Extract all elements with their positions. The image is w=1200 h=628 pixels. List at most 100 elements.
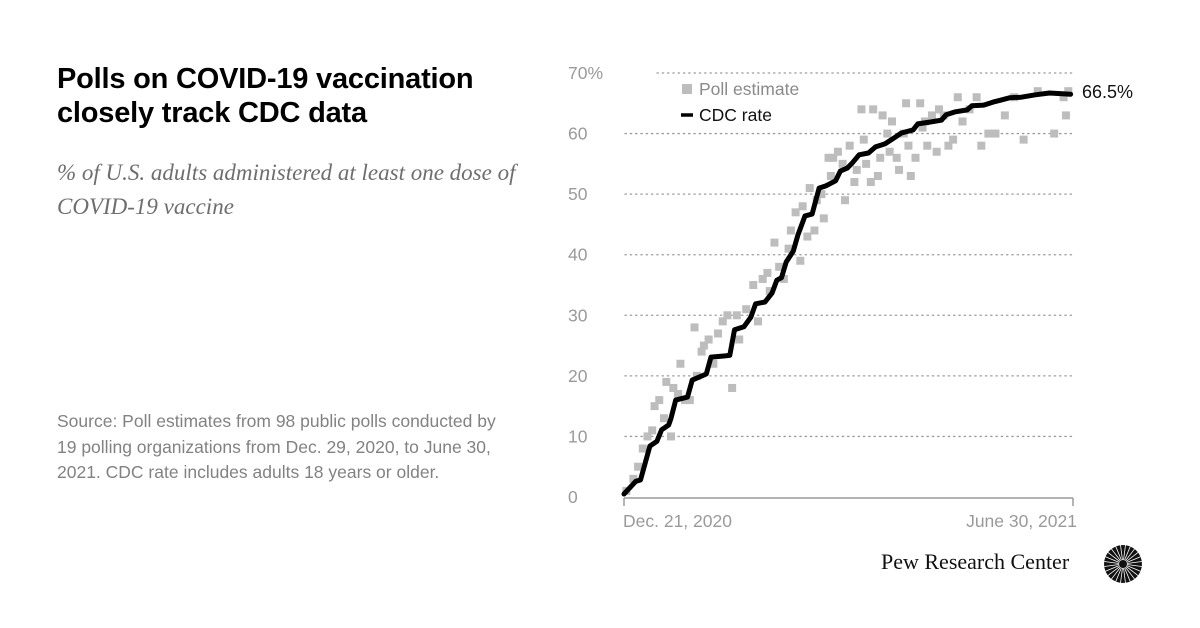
poll-point — [953, 93, 962, 102]
legend-label-cdc: CDC rate — [699, 105, 772, 125]
y-tick-label: 40 — [568, 245, 588, 265]
poll-point — [723, 311, 732, 320]
logo-ray — [1124, 566, 1135, 582]
poll-point — [916, 99, 925, 108]
poll-point — [876, 153, 885, 162]
poll-point — [902, 99, 911, 108]
poll-point — [887, 117, 896, 126]
logo-ray — [1111, 546, 1122, 562]
logo-ray — [1126, 561, 1142, 567]
poll-point — [714, 329, 723, 338]
poll-point — [753, 317, 762, 326]
y-tick-label: 30 — [568, 305, 588, 325]
poll-point — [833, 147, 842, 156]
poll-point — [857, 105, 866, 114]
logo-ray — [1125, 549, 1138, 562]
poll-point — [634, 462, 643, 471]
poll-point — [643, 432, 652, 441]
logo-center — [1119, 560, 1127, 568]
poll-point — [895, 165, 904, 174]
x-tick-label: Dec. 21, 2020 — [623, 511, 732, 531]
poll-point — [803, 232, 812, 241]
legend-label-poll: Poll estimate — [699, 79, 799, 99]
y-tick-label: 10 — [568, 426, 588, 446]
poll-point — [869, 105, 878, 114]
legend-square-icon — [682, 84, 692, 94]
y-tick-label: 0 — [568, 487, 578, 507]
poll-point — [817, 190, 826, 199]
poll-point — [662, 377, 671, 386]
poll-point — [709, 359, 718, 368]
logo-ray — [1123, 566, 1130, 583]
poll-point — [770, 238, 779, 247]
cdc-rate-line — [621, 90, 1074, 497]
x-axis: Dec. 21, 2020 June 30, 2021 — [623, 497, 1077, 531]
poll-point — [728, 383, 737, 392]
poll-point — [1000, 111, 1009, 120]
poll-point — [840, 196, 849, 205]
poll-estimate-series — [622, 87, 1073, 495]
poll-point — [826, 171, 835, 180]
poll-point — [676, 359, 685, 368]
logo-ray — [1108, 549, 1121, 562]
y-axis-ticks: 0 10 20 30 40 50 60 70% — [568, 63, 603, 507]
poll-point — [667, 432, 676, 441]
poll-point — [699, 341, 708, 350]
poll-point — [862, 159, 871, 168]
poll-point — [819, 214, 828, 223]
y-tick-label: 60 — [568, 124, 588, 144]
poll-point — [878, 111, 887, 120]
logo-ray — [1125, 564, 1142, 571]
poll-point — [873, 171, 882, 180]
poll-point — [629, 474, 638, 483]
poll-point — [935, 105, 944, 114]
poll-point — [1064, 87, 1073, 96]
poll-point — [732, 311, 741, 320]
logo-ray — [1105, 552, 1121, 563]
logo-ray — [1125, 557, 1142, 564]
logo-ray — [1125, 566, 1138, 579]
poll-point — [784, 244, 793, 253]
poll-point — [779, 274, 788, 283]
poll-point — [674, 390, 683, 399]
poll-point — [918, 123, 927, 132]
poll-point — [669, 383, 678, 392]
source-note: Source: Poll estimates from 98 public po… — [57, 411, 496, 482]
logo-ray — [1104, 557, 1121, 564]
poll-point — [850, 178, 859, 187]
poll-point — [648, 426, 657, 435]
cdc-rate-series — [621, 90, 1074, 497]
poll-point — [650, 402, 659, 411]
y-tick-label: 50 — [568, 184, 588, 204]
poll-point — [1061, 111, 1070, 120]
poll-point — [944, 141, 953, 150]
poll-point — [911, 153, 920, 162]
poll-point — [763, 268, 772, 277]
poll-point — [972, 93, 981, 102]
annotations: 66.5% — [1082, 82, 1133, 102]
poll-point — [1019, 135, 1028, 144]
poll-point — [838, 159, 847, 168]
poll-point — [742, 305, 751, 314]
poll-point — [749, 281, 758, 289]
poll-point — [845, 141, 854, 150]
x-tick-label: June 30, 2021 — [966, 511, 1077, 531]
end-value-label: 66.5% — [1082, 82, 1133, 102]
logo-ray — [1105, 565, 1121, 576]
poll-point — [927, 111, 936, 120]
poll-point — [958, 117, 967, 126]
poll-point — [904, 141, 913, 150]
poll-point — [1050, 129, 1059, 138]
poll-point — [892, 153, 901, 162]
chart-title: Polls on COVID-19 vaccination closely tr… — [57, 63, 474, 129]
poll-point — [949, 135, 958, 144]
y-tick-label: 20 — [568, 366, 588, 386]
poll-point — [923, 141, 932, 150]
poll-point — [796, 256, 805, 265]
logo-ray — [1108, 566, 1121, 579]
logo-ray — [1120, 567, 1126, 583]
poll-point — [659, 414, 668, 423]
brand-name: Pew Research Center — [881, 549, 1070, 574]
poll-point — [690, 323, 699, 332]
logo-ray — [1120, 545, 1126, 561]
